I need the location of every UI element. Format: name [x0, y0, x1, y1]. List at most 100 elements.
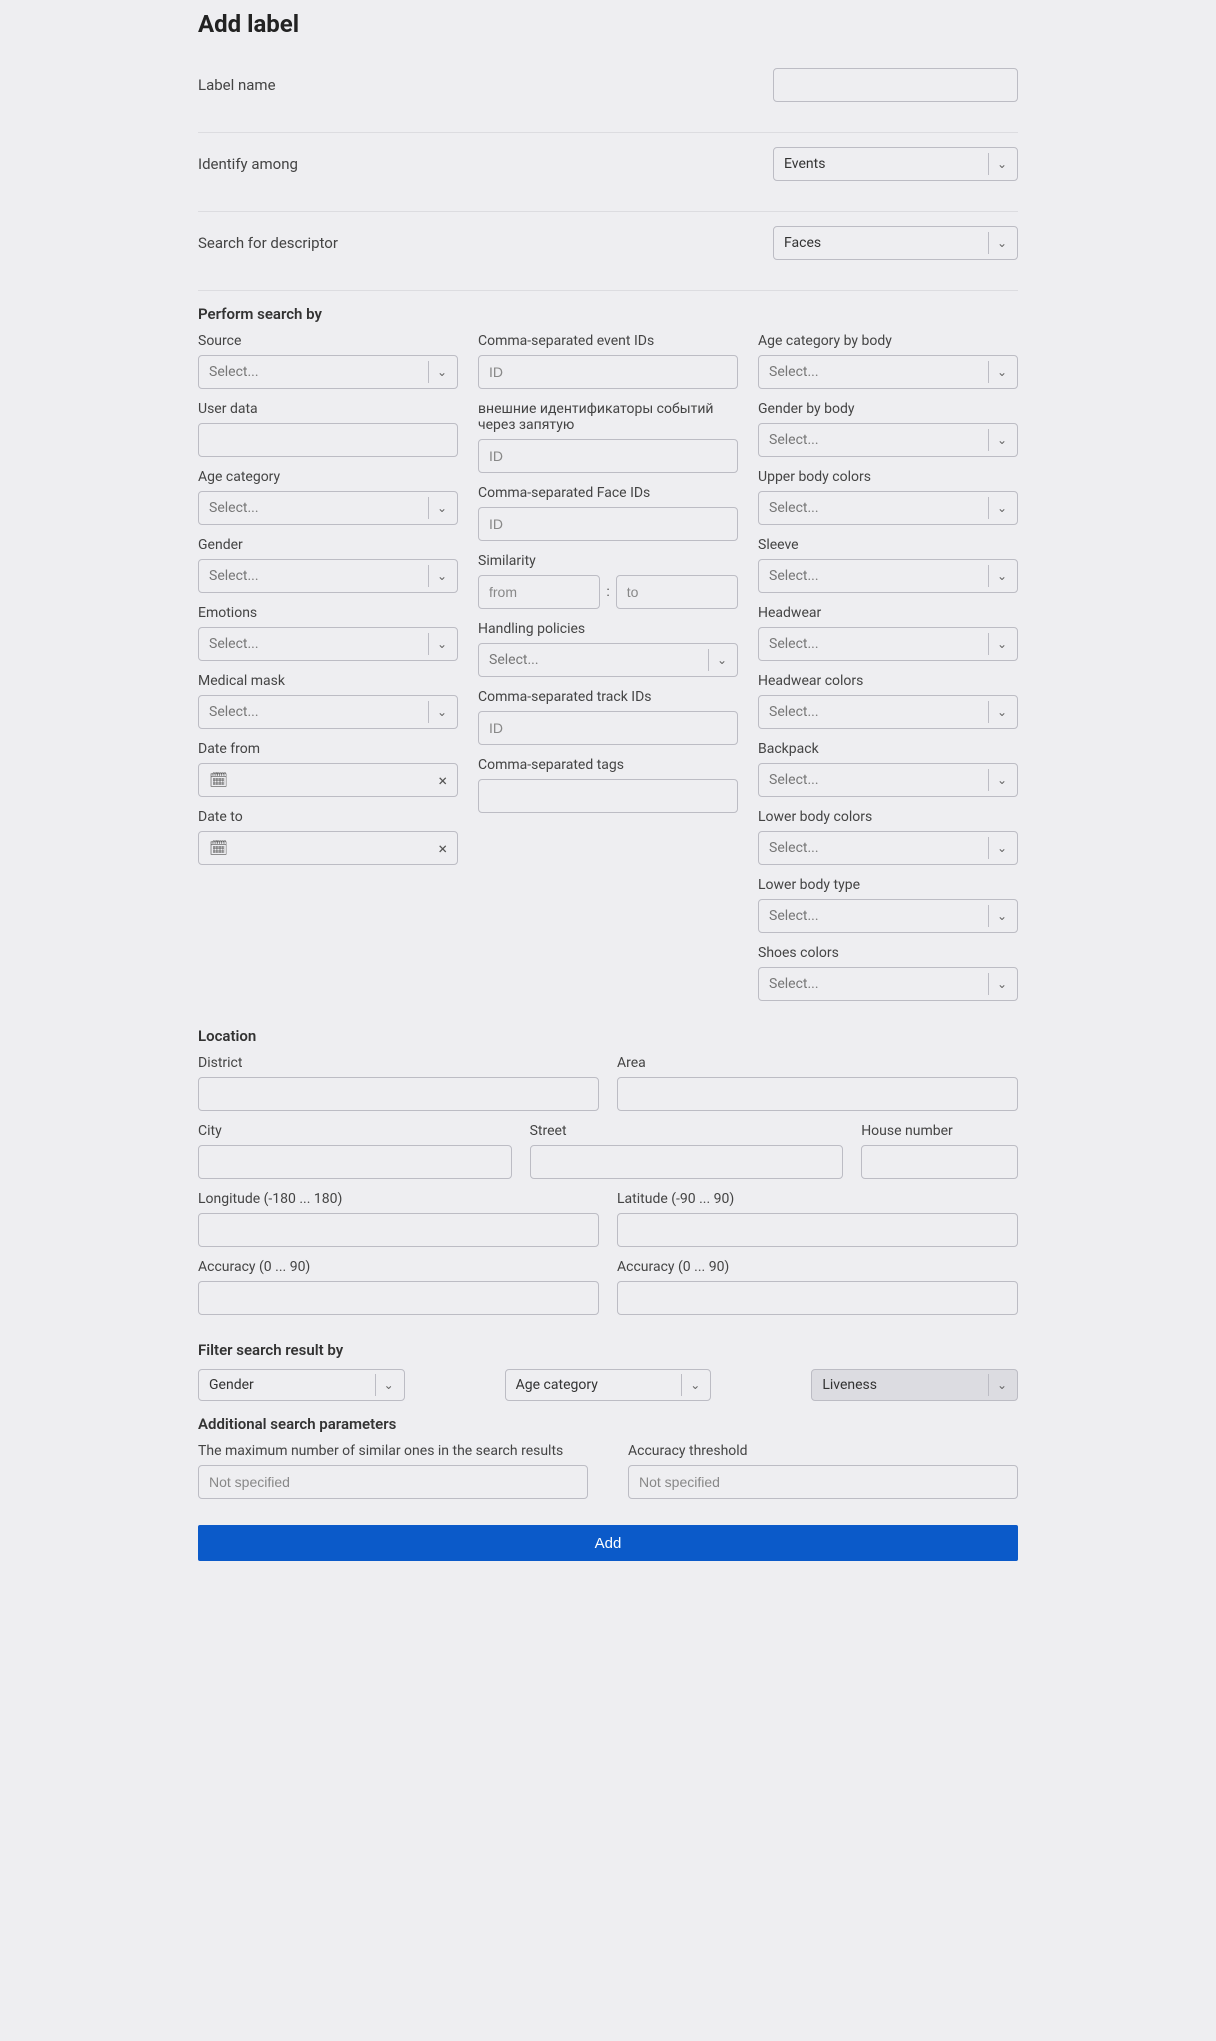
lower-colors-select[interactable]: Select... ⌄ — [758, 831, 1018, 865]
add-button[interactable]: Add — [198, 1525, 1018, 1561]
age-body-label: Age category by body — [758, 333, 1018, 349]
similarity-from-input[interactable] — [478, 575, 600, 609]
chevron-down-icon: ⌄ — [997, 637, 1007, 651]
city-input[interactable] — [198, 1145, 512, 1179]
chevron-down-icon: ⌄ — [997, 909, 1007, 923]
filter-liveness-select[interactable]: Liveness ⌄ — [811, 1369, 1018, 1401]
gender-select[interactable]: Select... ⌄ — [198, 559, 458, 593]
track-ids-input[interactable] — [478, 711, 738, 745]
chevron-down-icon: ⌄ — [997, 501, 1007, 515]
chevron-down-icon: ⌄ — [997, 1378, 1007, 1392]
chevron-down-icon: ⌄ — [997, 841, 1007, 855]
district-label: District — [198, 1055, 599, 1071]
longitude-input[interactable] — [198, 1213, 599, 1247]
date-from-input[interactable]: 🗓 × — [198, 763, 458, 797]
tags-input[interactable] — [478, 779, 738, 813]
sleeve-select[interactable]: Select... ⌄ — [758, 559, 1018, 593]
event-ids-label: Comma-separated event IDs — [478, 333, 738, 349]
clear-icon[interactable]: × — [438, 771, 447, 790]
filter-gender-select[interactable]: Gender ⌄ — [198, 1369, 405, 1401]
page-title: Add label — [198, 10, 1018, 38]
event-ids-input[interactable] — [478, 355, 738, 389]
area-input[interactable] — [617, 1077, 1018, 1111]
area-label: Area — [617, 1055, 1018, 1071]
upper-colors-select[interactable]: Select... ⌄ — [758, 491, 1018, 525]
age-body-select[interactable]: Select... ⌄ — [758, 355, 1018, 389]
medical-mask-label: Medical mask — [198, 673, 458, 689]
source-select[interactable]: Select... ⌄ — [198, 355, 458, 389]
house-input[interactable] — [861, 1145, 1018, 1179]
accuracy1-label: Accuracy (0 ... 90) — [198, 1259, 599, 1275]
upper-colors-label: Upper body colors — [758, 469, 1018, 485]
chevron-down-icon: ⌄ — [690, 1378, 700, 1392]
similarity-to-input[interactable] — [616, 575, 738, 609]
age-category-select[interactable]: Select... ⌄ — [198, 491, 458, 525]
district-input[interactable] — [198, 1077, 599, 1111]
chevron-down-icon: ⌄ — [717, 653, 727, 667]
gender-body-select[interactable]: Select... ⌄ — [758, 423, 1018, 457]
shoes-colors-label: Shoes colors — [758, 945, 1018, 961]
source-label: Source — [198, 333, 458, 349]
accuracy2-label: Accuracy (0 ... 90) — [617, 1259, 1018, 1275]
accuracy-threshold-input[interactable] — [628, 1465, 1018, 1499]
tags-label: Comma-separated tags — [478, 757, 738, 773]
accuracy2-input[interactable] — [617, 1281, 1018, 1315]
handling-policies-label: Handling policies — [478, 621, 738, 637]
calendar-icon: 🗓 — [209, 771, 228, 789]
house-label: House number — [861, 1123, 1018, 1139]
lower-type-select[interactable]: Select... ⌄ — [758, 899, 1018, 933]
label-name-input[interactable] — [773, 68, 1018, 102]
similarity-separator: : — [606, 584, 609, 600]
user-data-input[interactable] — [198, 423, 458, 457]
chevron-down-icon: ⌄ — [997, 977, 1007, 991]
date-from-label: Date from — [198, 741, 458, 757]
filter-title: Filter search result by — [198, 1341, 1018, 1359]
headwear-select[interactable]: Select... ⌄ — [758, 627, 1018, 661]
street-input[interactable] — [530, 1145, 844, 1179]
external-ids-label: внешние идентификаторы событий через зап… — [478, 401, 738, 433]
backpack-select[interactable]: Select... ⌄ — [758, 763, 1018, 797]
emotions-label: Emotions — [198, 605, 458, 621]
sleeve-label: Sleeve — [758, 537, 1018, 553]
additional-title: Additional search parameters — [198, 1415, 1018, 1433]
accuracy-threshold-label: Accuracy threshold — [628, 1443, 1018, 1459]
date-to-input[interactable]: 🗓 × — [198, 831, 458, 865]
clear-icon[interactable]: × — [438, 839, 447, 858]
similarity-label: Similarity — [478, 553, 738, 569]
search-descriptor-select[interactable]: Faces ⌄ — [773, 226, 1018, 260]
chevron-down-icon: ⌄ — [997, 157, 1007, 171]
latitude-input[interactable] — [617, 1213, 1018, 1247]
identify-among-label: Identify among — [198, 155, 298, 173]
shoes-colors-select[interactable]: Select... ⌄ — [758, 967, 1018, 1001]
external-ids-input[interactable] — [478, 439, 738, 473]
city-label: City — [198, 1123, 512, 1139]
max-similar-input[interactable] — [198, 1465, 588, 1499]
filter-age-select[interactable]: Age category ⌄ — [505, 1369, 712, 1401]
chevron-down-icon: ⌄ — [997, 365, 1007, 379]
chevron-down-icon: ⌄ — [997, 236, 1007, 250]
medical-mask-select[interactable]: Select... ⌄ — [198, 695, 458, 729]
chevron-down-icon: ⌄ — [997, 705, 1007, 719]
chevron-down-icon: ⌄ — [997, 569, 1007, 583]
perform-search-title: Perform search by — [198, 305, 1018, 323]
max-similar-label: The maximum number of similar ones in th… — [198, 1443, 588, 1459]
chevron-down-icon: ⌄ — [437, 501, 447, 515]
accuracy1-input[interactable] — [198, 1281, 599, 1315]
chevron-down-icon: ⌄ — [437, 705, 447, 719]
backpack-label: Backpack — [758, 741, 1018, 757]
chevron-down-icon: ⌄ — [437, 569, 447, 583]
longitude-label: Longitude (-180 ... 180) — [198, 1191, 599, 1207]
track-ids-label: Comma-separated track IDs — [478, 689, 738, 705]
emotions-select[interactable]: Select... ⌄ — [198, 627, 458, 661]
headwear-colors-select[interactable]: Select... ⌄ — [758, 695, 1018, 729]
headwear-colors-label: Headwear colors — [758, 673, 1018, 689]
gender-label: Gender — [198, 537, 458, 553]
face-ids-label: Comma-separated Face IDs — [478, 485, 738, 501]
handling-policies-select[interactable]: Select... ⌄ — [478, 643, 738, 677]
face-ids-input[interactable] — [478, 507, 738, 541]
identify-among-select[interactable]: Events ⌄ — [773, 147, 1018, 181]
chevron-down-icon: ⌄ — [384, 1378, 394, 1392]
user-data-label: User data — [198, 401, 458, 417]
chevron-down-icon: ⌄ — [437, 365, 447, 379]
calendar-icon: 🗓 — [209, 839, 228, 857]
